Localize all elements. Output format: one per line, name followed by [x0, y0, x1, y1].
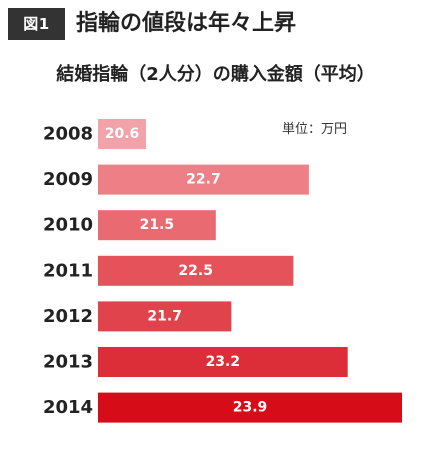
- year-label: 2010: [43, 215, 93, 236]
- bar-value-label: 23.2: [206, 354, 241, 370]
- figure-title: 指輪の値段は年々上昇: [76, 11, 297, 36]
- bar: [98, 210, 216, 241]
- year-label: 2012: [43, 306, 93, 327]
- bar-value-label: 22.5: [178, 263, 213, 279]
- bar-value-label: 21.5: [140, 217, 175, 233]
- unit-label: 単位：万円: [282, 122, 348, 137]
- bar-value-label: 22.7: [186, 172, 221, 188]
- year-label: 2014: [43, 397, 93, 418]
- bar-value-label: 23.9: [233, 400, 268, 416]
- bar-value-label: 20.6: [105, 126, 140, 142]
- bar: [98, 347, 348, 377]
- figure-number-badge: 図1: [8, 8, 65, 40]
- year-label: 2009: [43, 169, 93, 190]
- year-label: 2011: [43, 260, 93, 281]
- bar: [98, 164, 309, 195]
- bar-value-label: 21.7: [147, 308, 182, 324]
- year-label: 2013: [43, 352, 93, 373]
- bar: [98, 255, 294, 286]
- chart-title: 結婚指輪（2人分）の購入金額（平均）: [56, 64, 375, 85]
- year-label: 2008: [43, 124, 93, 145]
- bar: [98, 392, 402, 423]
- bar: [98, 301, 232, 332]
- bar: [98, 119, 146, 149]
